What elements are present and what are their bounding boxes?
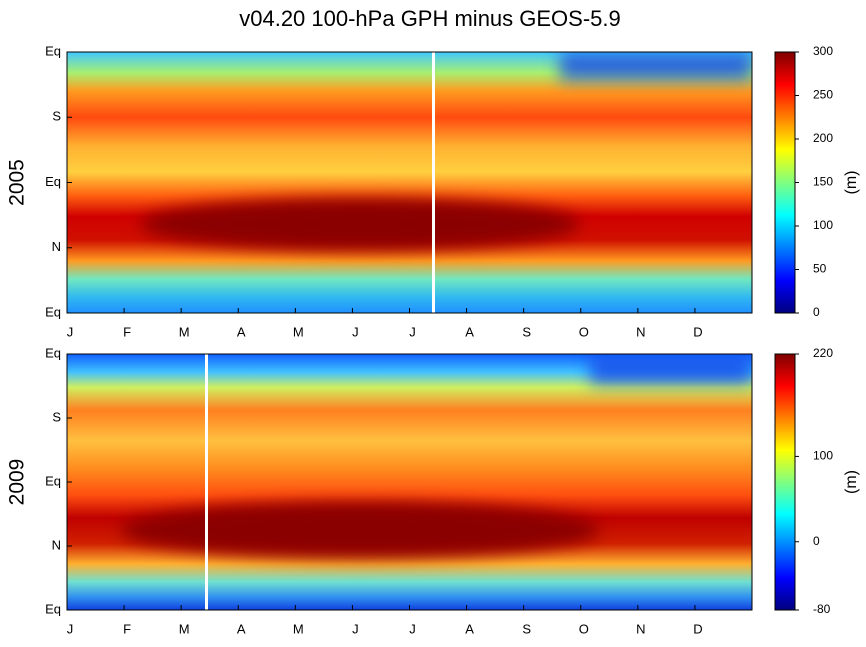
y-tick-label: S [52, 109, 61, 124]
heatmap-field [67, 354, 752, 610]
x-tick-label: F [123, 621, 131, 636]
y-tick-label: Eq [45, 473, 61, 488]
heatmap-core [120, 502, 600, 558]
y-tick-label: N [52, 537, 61, 552]
x-tick-label: D [693, 621, 702, 636]
x-tick-label: D [693, 324, 702, 339]
x-tick-label: A [237, 324, 246, 339]
x-tick-label: J [67, 621, 74, 636]
colorbar-tick-label: -80 [813, 602, 831, 616]
heatmap-low [560, 52, 752, 80]
heatmap-low [590, 354, 752, 384]
y-tick-label: Eq [45, 345, 61, 360]
chart-title: v04.20 100-hPa GPH minus GEOS-5.9 [239, 6, 621, 31]
colorbar-label: (m) [843, 171, 860, 195]
colorbar-tick-label: 220 [813, 346, 833, 360]
y-axis-label: 2005 [6, 159, 29, 206]
colorbar-tick-label: 200 [813, 131, 833, 145]
x-tick-label: J [409, 324, 416, 339]
x-tick-label: F [123, 324, 131, 339]
data-gap [432, 52, 435, 313]
colorbar [774, 51, 796, 314]
colorbar-tick-label: 300 [813, 44, 833, 58]
x-tick-label: M [293, 621, 304, 636]
x-tick-label: J [352, 324, 359, 339]
colorbar-tick-label: 0 [813, 305, 820, 319]
x-tick-label: N [636, 324, 645, 339]
x-tick-label: J [352, 621, 359, 636]
x-tick-label: A [465, 621, 474, 636]
y-axis-label: 2009 [6, 459, 29, 506]
x-tick-label: M [293, 324, 304, 339]
y-tick-label: Eq [45, 43, 61, 58]
x-tick-label: M [179, 621, 190, 636]
x-tick-label: O [579, 621, 589, 636]
colorbar-tick-label: 0 [813, 534, 820, 548]
heatmap-field [67, 52, 752, 313]
colorbar-tick-label: 100 [813, 449, 833, 463]
heatmap [67, 52, 752, 313]
x-tick-label: S [522, 324, 531, 339]
x-tick-label: A [465, 324, 474, 339]
heatmap [67, 354, 752, 610]
x-tick-label: N [636, 621, 645, 636]
x-tick-label: M [179, 324, 190, 339]
colorbar-tick-label: 50 [813, 262, 827, 276]
colorbar-label: (m) [843, 470, 860, 494]
x-tick-label: S [522, 621, 531, 636]
heatmap-core [140, 198, 580, 250]
x-tick-label: J [409, 621, 416, 636]
y-tick-label: N [52, 239, 61, 254]
x-tick-label: A [237, 621, 246, 636]
y-tick-label: S [52, 409, 61, 424]
colorbar-tick-label: 100 [813, 218, 833, 232]
x-tick-label: J [67, 324, 74, 339]
y-tick-label: Eq [45, 304, 61, 319]
data-gap [205, 354, 208, 610]
colorbar-tick-label: 250 [813, 88, 833, 102]
colorbar-tick-label: 150 [813, 175, 833, 189]
y-tick-label: Eq [45, 174, 61, 189]
y-tick-label: Eq [45, 601, 61, 616]
x-tick-label: O [579, 324, 589, 339]
colorbar [774, 353, 796, 611]
